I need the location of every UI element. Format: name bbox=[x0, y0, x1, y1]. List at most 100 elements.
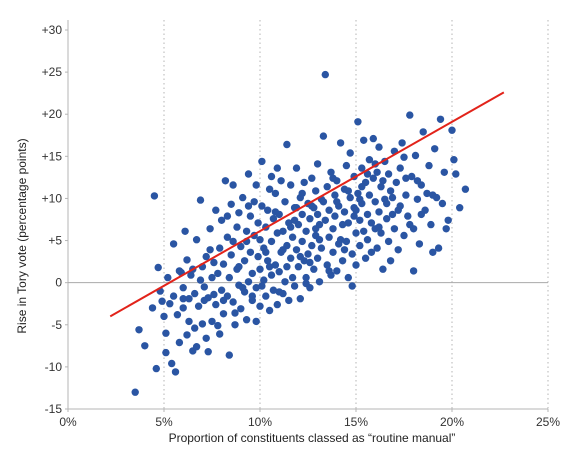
data-point-108 bbox=[273, 229, 281, 237]
data-point-320 bbox=[315, 236, 324, 244]
data-point-130 bbox=[294, 263, 303, 271]
data-point-276 bbox=[262, 248, 270, 256]
data-point-169 bbox=[333, 267, 341, 275]
data-point-33 bbox=[194, 302, 203, 310]
data-point-204 bbox=[367, 248, 376, 256]
data-point-205 bbox=[367, 219, 376, 227]
data-point-161 bbox=[325, 233, 333, 241]
data-point-279 bbox=[329, 174, 337, 182]
data-point-275 bbox=[239, 284, 247, 292]
data-point-146 bbox=[310, 265, 318, 273]
data-point-25 bbox=[183, 256, 191, 264]
data-point-168 bbox=[331, 212, 339, 220]
data-point-78 bbox=[244, 170, 253, 178]
data-point-194 bbox=[358, 164, 366, 172]
data-point-174 bbox=[338, 220, 347, 229]
data-point-113 bbox=[277, 177, 285, 185]
data-point-127 bbox=[290, 282, 299, 290]
data-point-149 bbox=[312, 187, 320, 195]
data-point-2 bbox=[141, 342, 149, 350]
data-point-122 bbox=[287, 254, 295, 262]
data-point-119 bbox=[283, 140, 291, 149]
data-point-91 bbox=[256, 236, 264, 244]
data-point-32 bbox=[192, 236, 201, 244]
data-point-10 bbox=[162, 348, 170, 357]
y-tick-label-2: -5 bbox=[51, 318, 62, 332]
data-point-46 bbox=[210, 258, 218, 267]
data-point-262 bbox=[400, 153, 408, 161]
data-point-220 bbox=[384, 170, 393, 178]
axes bbox=[65, 20, 549, 412]
data-point-116 bbox=[281, 278, 289, 286]
data-point-226 bbox=[390, 225, 399, 233]
data-point-286 bbox=[244, 202, 253, 210]
data-point-193 bbox=[356, 241, 364, 250]
data-point-257 bbox=[456, 204, 464, 212]
data-point-271 bbox=[231, 309, 239, 317]
data-point-309 bbox=[283, 263, 291, 271]
data-point-52 bbox=[217, 286, 226, 294]
data-point-296 bbox=[252, 181, 260, 189]
x-axis-title: Proportion of constituents classed as “r… bbox=[169, 431, 456, 445]
tick-labels: -15 -10 -5 0 +5 +10 +15 +20 +25 +30 0% 5% 10% 15% 20% 2… bbox=[42, 23, 561, 429]
data-point-64 bbox=[229, 181, 237, 189]
data-point-69 bbox=[235, 209, 243, 217]
data-point-237 bbox=[409, 267, 418, 275]
data-point-177 bbox=[340, 208, 349, 216]
data-point-137 bbox=[300, 178, 308, 187]
data-point-232 bbox=[400, 231, 408, 240]
data-point-284 bbox=[429, 191, 437, 199]
data-point-43 bbox=[206, 225, 214, 233]
x-tick-label-1: 5% bbox=[155, 415, 173, 429]
y-tick-label-5: +10 bbox=[42, 191, 63, 205]
data-point-298 bbox=[206, 246, 214, 254]
y-tick-label-1: -10 bbox=[45, 360, 63, 374]
data-point-85 bbox=[252, 317, 260, 326]
data-point-252 bbox=[438, 199, 447, 208]
data-point-61 bbox=[227, 200, 235, 208]
x-tick-label-0: 0% bbox=[59, 415, 77, 429]
data-point-285 bbox=[223, 212, 232, 220]
x-tick-label-5: 25% bbox=[536, 415, 560, 429]
data-point-8 bbox=[158, 297, 166, 305]
data-point-233 bbox=[402, 191, 410, 199]
data-point-99 bbox=[264, 206, 272, 214]
data-point-105 bbox=[269, 286, 278, 294]
data-point-18 bbox=[173, 311, 182, 319]
data-point-251 bbox=[436, 115, 445, 124]
data-point-128 bbox=[292, 246, 301, 254]
data-point-310 bbox=[258, 282, 266, 290]
data-point-88 bbox=[254, 219, 262, 227]
data-point-36 bbox=[198, 320, 207, 328]
data-point-40 bbox=[202, 252, 210, 261]
data-point-159 bbox=[323, 261, 331, 269]
data-point-75 bbox=[242, 227, 251, 235]
data-point-283 bbox=[413, 177, 422, 185]
data-point-15 bbox=[169, 292, 178, 300]
data-point-109 bbox=[273, 300, 281, 309]
data-point-31 bbox=[192, 343, 201, 351]
data-point-267 bbox=[296, 252, 304, 261]
data-point-231 bbox=[398, 139, 406, 147]
data-point-143 bbox=[306, 215, 314, 223]
data-point-9 bbox=[160, 312, 168, 321]
data-point-227 bbox=[392, 178, 400, 187]
data-point-216 bbox=[379, 265, 387, 273]
y-axis-title: Rise in Tory vote (percentage points) bbox=[15, 138, 29, 333]
data-point-278 bbox=[306, 258, 314, 267]
data-point-92 bbox=[258, 202, 266, 210]
data-point-222 bbox=[386, 187, 395, 195]
data-point-0 bbox=[131, 388, 139, 396]
data-point-190 bbox=[354, 189, 362, 198]
data-point-291 bbox=[358, 183, 366, 191]
data-point-35 bbox=[196, 276, 205, 284]
data-point-250 bbox=[434, 244, 443, 252]
data-point-150 bbox=[313, 254, 322, 262]
data-point-175 bbox=[338, 257, 347, 265]
data-point-156 bbox=[319, 132, 328, 140]
data-point-129 bbox=[292, 164, 301, 172]
data-point-236 bbox=[408, 172, 416, 181]
data-point-74 bbox=[240, 257, 249, 265]
data-point-317 bbox=[200, 296, 208, 305]
data-point-270 bbox=[248, 292, 256, 300]
